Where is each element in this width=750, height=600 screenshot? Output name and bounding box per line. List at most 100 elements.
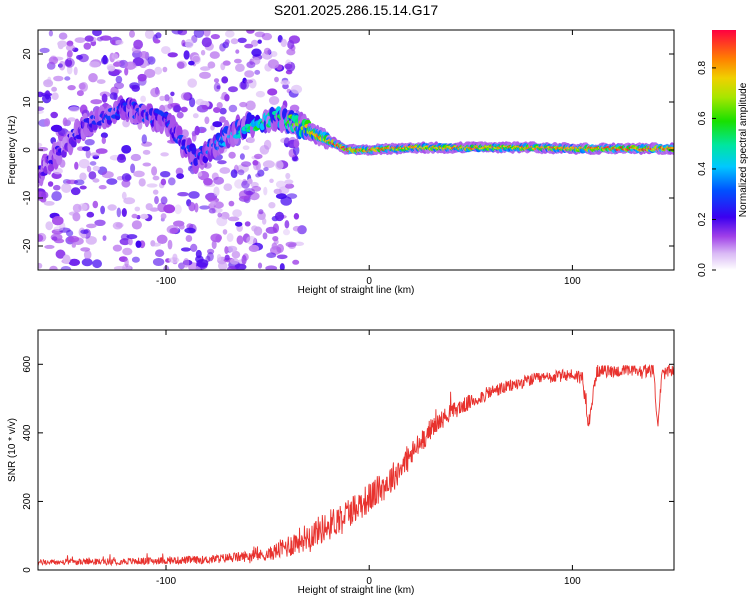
heatmap-noise-blob [113,266,126,270]
heatmap-noise-blob [102,235,107,242]
colorbar-tick-label: 0.6 [697,111,708,125]
heatmap-noise-blob [271,242,278,250]
heatmap-noise-blob [38,262,43,269]
heatmap-noise-blob [38,142,43,148]
heatmap-noise-blob [38,106,45,111]
x-tick-label: -100 [156,576,176,587]
y-tick-label: 400 [22,424,33,441]
heatmap-noise-blob [101,93,108,103]
heatmap-noise-blob [210,125,215,131]
heatmap-noise-blob [107,204,117,211]
heatmap-noise-blob [210,233,222,243]
heatmap-noise-blob [190,243,198,252]
heatmap-noise-blob [86,211,95,218]
y-tick-label: 0 [22,147,33,153]
heatmap-noise-blob [41,191,49,199]
heatmap-noise-blob [84,139,95,146]
y-tick-label: 0 [22,567,33,573]
heatmap-noise-blob [86,165,92,173]
y-tick-label: 200 [22,493,33,510]
x-tick-label: 0 [366,276,372,287]
heatmap-noise-blob [92,178,100,183]
heatmap-noise-blob [241,254,247,265]
heatmap-noise-blob [112,244,122,252]
heatmap-noise-blob [250,39,259,47]
heatmap-noise-blob [171,30,183,35]
heatmap-noise-blob [280,80,291,86]
heatmap-noise-blob [81,232,87,239]
heatmap-noise-blob [247,136,255,144]
y-tick-label: 20 [22,48,33,60]
heatmap-noise-blob [92,165,100,172]
heatmap-noise-blob [173,220,185,227]
heatmap-noise-blob [160,196,168,205]
heatmap-noise-blob [217,160,227,165]
heatmap-noise-blob [275,160,284,170]
heatmap-noise-blob [116,207,122,218]
heatmap-noise-blob [47,76,52,85]
heatmap-noise-blob [51,236,58,241]
heatmap-noise-blob [284,183,295,189]
snr-x-label: Height of straight line (km) [298,585,415,596]
heatmap-noise-blob [58,60,66,71]
heatmap-noise-blob [262,217,267,225]
heatmap-noise-blob [248,244,260,252]
heatmap-noise-blob [168,177,176,186]
heatmap-noise-blob [172,253,178,262]
heatmap-noise-blob [109,92,118,100]
heatmap-noise-blob [201,37,212,48]
heatmap-noise-blob [53,75,64,82]
heatmap-noise-blob [280,38,287,48]
heatmap-noise-blob [213,186,220,197]
heatmap-noise-blob [246,30,255,34]
heatmap-noise-blob [74,37,86,43]
heatmap-noise-blob [39,47,50,54]
heatmap-noise-blob [224,39,230,45]
heatmap-ridge-blob [670,146,674,150]
heatmap-noise-blob [147,56,156,65]
heatmap-noise-blob [287,39,295,50]
heatmap-noise-blob [125,61,137,70]
heatmap-noise-blob [220,62,226,71]
heatmap-ridge-blob [191,146,197,155]
heatmap-noise-blob [261,32,273,41]
colorbar-tick-label: 0.0 [697,263,708,277]
heatmap-noise-blob [255,90,265,98]
heatmap-noise-blob [111,53,119,60]
heatmap-noise-blob [237,37,247,43]
heatmap-noise-blob [38,91,44,98]
heatmap-noise-blob [92,200,99,209]
heatmap-noise-blob [121,179,131,188]
heatmap-noise-blob [126,234,138,240]
heatmap-noise-blob [196,259,209,268]
heatmap-noise-blob [290,84,303,94]
heatmap-noise-blob [68,106,80,112]
heatmap-noise-blob [100,132,108,139]
heatmap-noise-blob [201,105,208,110]
heatmap-noise-blob [292,259,300,265]
heatmap-noise-blob [121,208,127,217]
heatmap-noise-blob [246,61,256,69]
heatmap-noise-blob [251,185,262,192]
heatmap-noise-blob [230,169,238,179]
heatmap-noise-blob [80,229,89,235]
snr-plot-area [38,330,674,570]
heatmap-noise-blob [73,179,85,186]
heatmap-noise-blob [293,213,300,220]
heatmap-noise-blob [224,254,230,261]
heatmap-noise-blob [130,153,142,162]
heatmap-noise-blob [235,49,240,54]
heatmap-noise-blob [253,226,263,236]
heatmap-noise-blob [236,235,244,245]
heatmap-noise-blob [272,223,279,234]
heatmap-noise-blob [228,200,235,207]
heatmap-noise-blob [224,246,229,255]
heatmap-noise-blob [267,59,279,69]
heatmap-noise-blob [76,54,83,60]
heatmap-noise-blob [51,92,59,100]
heatmap-noise-blob [92,30,102,37]
heatmap-noise-blob [228,86,238,93]
heatmap-noise-blob [229,258,239,265]
heatmap-noise-blob [273,188,282,195]
